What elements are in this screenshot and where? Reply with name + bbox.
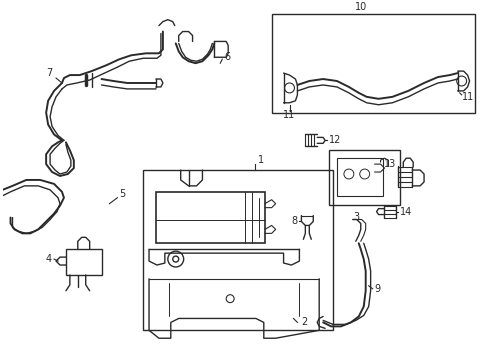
Text: 10: 10 bbox=[354, 2, 366, 12]
Bar bbox=[336, 158, 382, 196]
Text: 6: 6 bbox=[224, 52, 230, 62]
Bar bbox=[143, 170, 332, 330]
Text: 12: 12 bbox=[328, 135, 341, 145]
Text: 3: 3 bbox=[353, 212, 359, 222]
Text: 11: 11 bbox=[283, 110, 295, 120]
Bar bbox=[271, 14, 473, 113]
Text: 9: 9 bbox=[374, 284, 380, 294]
Text: 14: 14 bbox=[400, 207, 412, 217]
Text: 4: 4 bbox=[46, 254, 52, 264]
Text: 1: 1 bbox=[257, 155, 264, 165]
Bar bbox=[66, 249, 102, 275]
Bar bbox=[156, 192, 264, 243]
Text: 11: 11 bbox=[461, 92, 473, 102]
Text: 7: 7 bbox=[46, 68, 52, 78]
Text: 5: 5 bbox=[119, 189, 125, 199]
Text: 8: 8 bbox=[291, 216, 297, 226]
Text: 13: 13 bbox=[384, 159, 396, 169]
Text: 2: 2 bbox=[301, 318, 307, 327]
Bar bbox=[328, 150, 400, 205]
